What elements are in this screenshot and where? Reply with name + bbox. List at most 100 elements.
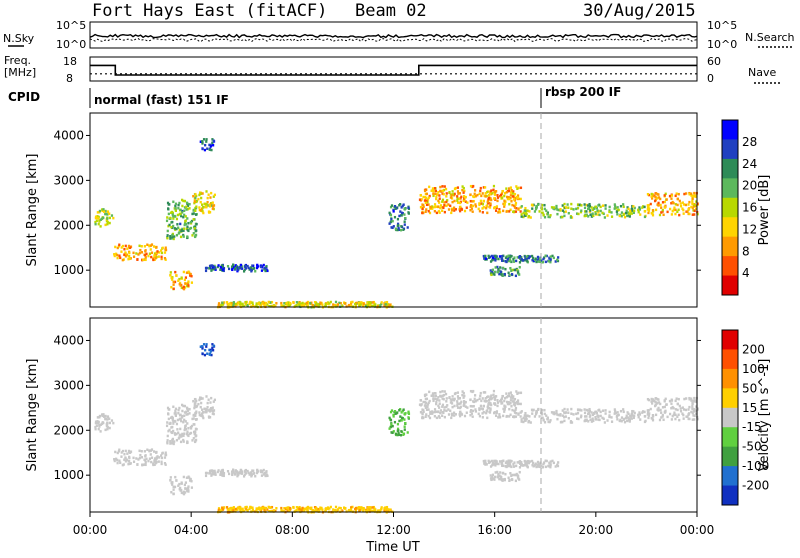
velocity-cell-9 (505, 392, 508, 395)
velocity-cell-2 (172, 422, 175, 425)
power-cell-3 (187, 280, 190, 283)
power-cell-8 (390, 217, 393, 221)
power-cell-12 (526, 256, 529, 260)
velocity-cell-11 (674, 399, 677, 403)
velocity-cell-4 (194, 401, 197, 405)
power-cell-2 (192, 212, 195, 215)
power-cell-9 (505, 210, 508, 213)
power-cell-11 (656, 192, 659, 196)
power-cell-12 (531, 258, 534, 262)
power-cell-9 (439, 185, 442, 189)
velocity-cell-12 (506, 463, 509, 466)
power-cell-6 (227, 267, 231, 271)
velocity-cell-10 (613, 408, 616, 411)
power-cell-9 (462, 191, 465, 194)
velocity-cell-7 (234, 510, 237, 513)
power-cell-7 (255, 304, 258, 307)
power-cell-13 (511, 268, 514, 272)
power-cell-9 (506, 195, 509, 199)
power-cell-2 (172, 224, 175, 228)
power-cell-11 (647, 204, 650, 207)
velocity-cell-6 (231, 473, 234, 477)
velocity-cell-7 (334, 505, 338, 509)
velocity-cell-7 (288, 508, 292, 511)
power-cell-9 (492, 184, 496, 188)
velocity-cell-7 (362, 507, 365, 511)
velocity-cell-13 (498, 477, 501, 481)
velocity-cell-9 (508, 392, 511, 395)
power-cell-7 (244, 300, 247, 304)
velocity-cell-10 (567, 411, 570, 414)
velocity-cell-6 (232, 468, 235, 471)
velocity-cell-8 (388, 416, 391, 420)
power-cell-9 (423, 199, 427, 202)
velocity-cell-12 (524, 462, 527, 466)
noise-search-trace (89, 37, 698, 43)
velocity-cell-6 (208, 472, 211, 475)
velocity-cell-11 (674, 417, 677, 421)
velocity-cell-7 (374, 508, 377, 511)
power-cell-9 (449, 204, 452, 208)
velocity-cell-5 (205, 345, 208, 348)
velocity-cell-1 (127, 459, 130, 463)
power-cell-9 (434, 189, 438, 193)
velocity-cell-2 (186, 430, 189, 434)
velocity-cell-8 (407, 416, 410, 419)
power-cell-7 (344, 302, 347, 305)
velocity-cell-4 (212, 400, 215, 403)
power-cell-10 (604, 207, 607, 210)
power-cell-12 (506, 258, 509, 261)
velocity-cell-9 (443, 409, 446, 412)
power-cell-9 (441, 189, 444, 193)
velocity-cell-10 (638, 413, 642, 416)
power-cell-4 (210, 191, 213, 195)
power-cell-12 (512, 260, 516, 263)
power-cell-8 (404, 217, 407, 220)
velocity-cell-8 (397, 429, 400, 432)
power-cell-9 (456, 197, 459, 201)
power-cell-11 (670, 213, 673, 216)
power-cell-6 (249, 266, 253, 269)
velocity-cell-10 (592, 419, 595, 422)
velocity-cell-10 (616, 411, 619, 414)
velocity-cell-1 (132, 460, 136, 463)
power-cell-8 (397, 226, 400, 230)
velocity-cell-11 (676, 408, 679, 412)
velocity-cell-7 (285, 506, 288, 510)
power-cell-5 (212, 139, 215, 142)
power-cell-10 (590, 215, 593, 218)
velocity-cell-8 (393, 420, 397, 424)
power-cell-10 (570, 207, 573, 210)
velocity-cell-6 (222, 471, 226, 475)
power-cell-2 (189, 220, 192, 224)
velocity-cell-10 (545, 414, 548, 417)
velocity-cell-12 (525, 460, 528, 463)
velocity-cell-9 (511, 400, 515, 403)
velocity-cell-11 (668, 399, 672, 403)
power-cell-2 (174, 206, 177, 210)
power-colorbar-tick-2: 20 (742, 179, 757, 193)
power-cell-2 (183, 199, 187, 203)
power-cell-9 (426, 198, 430, 201)
noise-sky-trace (89, 33, 698, 39)
velocity-cell-11 (656, 397, 659, 401)
power-cell-6 (222, 266, 226, 270)
velocity-cell-7 (324, 509, 327, 513)
velocity-cell-7 (345, 510, 348, 513)
velocity-cell-9 (495, 395, 498, 398)
power-cell-5 (206, 147, 209, 150)
velocity-cell-1 (150, 456, 154, 459)
power-cell-1 (118, 243, 121, 247)
velocity-cell-9 (514, 408, 517, 412)
velocity-cell-1 (142, 463, 145, 467)
velocity-cell-10 (535, 411, 538, 414)
power-cell-12 (533, 258, 537, 262)
power-cell-1 (119, 256, 122, 260)
velocity-cell-9 (423, 394, 427, 398)
velocity-cell-6 (217, 469, 220, 472)
velocity-cell-8 (407, 411, 410, 415)
velocity-cell-7 (287, 507, 290, 511)
power-cell-9 (488, 206, 492, 209)
power-cell-0 (98, 218, 101, 222)
velocity-cell-10 (594, 417, 597, 420)
